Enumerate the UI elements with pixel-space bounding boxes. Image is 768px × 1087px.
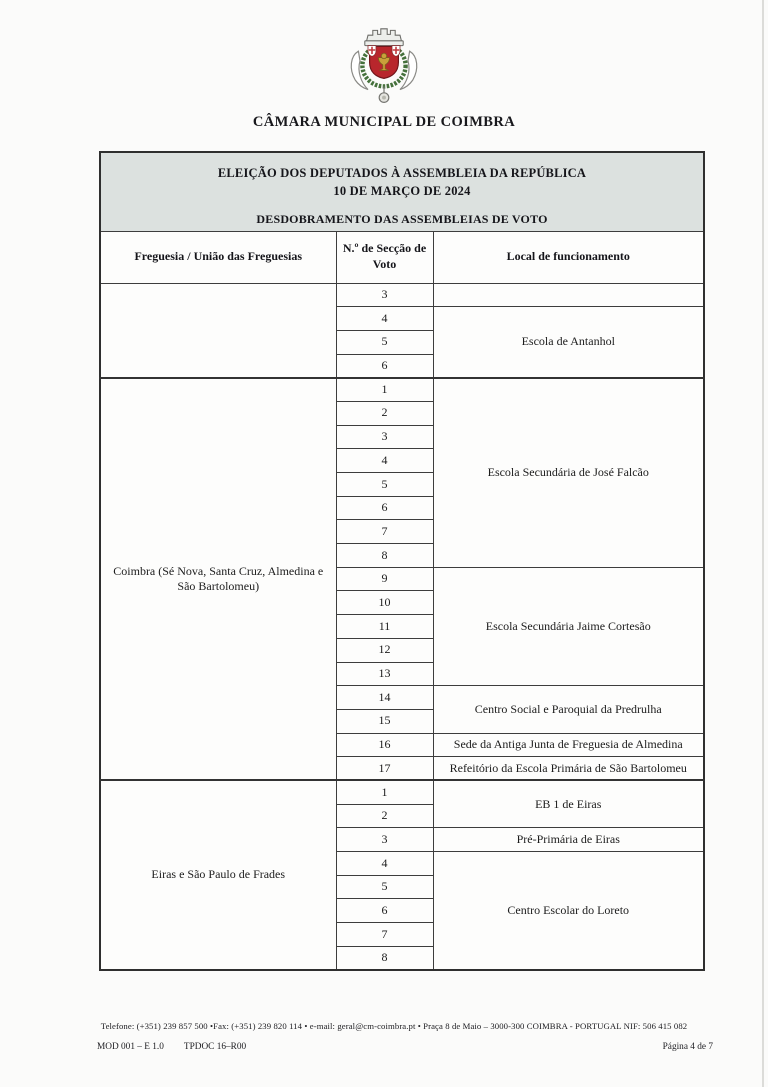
section-number-cell: 16 <box>335 732 434 758</box>
section-number-cell: 17 <box>335 756 434 781</box>
table-row: 6 <box>100 495 704 521</box>
local-cell: Escola Secundária de José Falcão <box>432 376 705 568</box>
table-row: 5 <box>100 472 704 497</box>
scan-page-edge <box>762 0 764 1087</box>
section-number-cell: 6 <box>335 353 434 379</box>
section-number-cell: 6 <box>335 898 434 924</box>
section-number-cell: 15 <box>335 708 434 734</box>
section-number-cell: 4 <box>335 306 434 331</box>
column-header-local: Local de funcionamento <box>432 230 705 284</box>
column-header-row: Freguesia / União das Freguesias N.º de … <box>99 230 705 284</box>
local-cell: EB 1 de Eiras <box>432 779 705 829</box>
page-title: CÂMARA MUNICIPAL DE COIMBRA <box>252 114 516 130</box>
table-row: 17 Refeitório da Escola Primária de São B… <box>100 756 705 781</box>
section-number-cell: 14 <box>335 685 434 710</box>
voting-table-body: 3 4 Escola de Antanhol 5 6 Coimbra (Sé Nova, … <box>99 282 705 971</box>
local-cell: Refeitório da Escola Primária de São Bar… <box>432 756 705 781</box>
footer-document-codes: MOD 001 – E 1.0 TPDOC 16–R00 <box>97 1042 246 1052</box>
section-number-cell: 5 <box>335 472 434 497</box>
section-number-cell: 8 <box>335 945 434 971</box>
section-number-cell: 4 <box>335 448 434 473</box>
section-number-cell: 7 <box>335 922 434 947</box>
footer-tpdoc-code: TPDOC 16–R00 <box>183 1042 247 1052</box>
section-number-cell: 8 <box>335 543 434 568</box>
column-header-seccao: N.º de Secção de Voto <box>335 230 434 284</box>
table-row: 12 <box>100 637 704 663</box>
section-number-cell: 1 <box>335 779 434 805</box>
section-number-cell: 7 <box>335 519 434 545</box>
local-cell: Pré-Primária de Eiras <box>432 827 705 852</box>
logo-container <box>0 24 768 112</box>
coimbra-coat-of-arms-icon <box>350 28 418 104</box>
local-cell: Escola Secundária Jaime Cortesão <box>432 566 705 687</box>
footer-contact-line: Telefone: (+351) 239 857 500 •Fax: (+351… <box>100 1021 688 1031</box>
footer-page-number: Página 4 de 7 <box>662 1042 713 1052</box>
local-cell: Sede da Antiga Junta de Freguesia de Alm… <box>432 732 705 758</box>
footer-meta-row: MOD 001 – E 1.0 TPDOC 16–R00 Página 4 de … <box>97 1042 713 1052</box>
section-number-cell: 13 <box>335 661 434 687</box>
table-row: 15 <box>100 708 704 734</box>
local-cell: Centro Social e Paroquial da Predrulha <box>432 685 705 734</box>
section-number-cell: 3 <box>335 282 434 308</box>
election-title: ELEIÇÃO DOS DEPUTADOS À ASSEMBLEIA DA RE… <box>217 166 587 181</box>
local-cell: Centro Escolar do Loreto <box>432 850 705 971</box>
freguesia-cell <box>99 282 337 379</box>
local-cell <box>432 282 705 308</box>
section-number-cell: 3 <box>335 827 434 852</box>
table-row: 4 <box>100 448 704 473</box>
section-number-cell: 11 <box>335 614 434 639</box>
section-number-cell: 9 <box>335 566 434 592</box>
voting-table: ELEIÇÃO DOS DEPUTADOS À ASSEMBLEIA DA RE… <box>99 151 705 971</box>
table-subtitle: DESDOBRAMENTO DAS ASSEMBLEIAS DE VOTO <box>256 211 548 226</box>
table-row: 5 <box>100 329 704 355</box>
table-row: 4 Centro Escolar do Loreto <box>100 850 705 971</box>
section-number-cell: 10 <box>335 590 434 616</box>
table-row: 13 <box>100 661 704 687</box>
voting-table-container: ELEIÇÃO DOS DEPUTADOS À ASSEMBLEIA DA RE… <box>99 151 705 971</box>
freguesia-cell: Eiras e São Paulo de Frades <box>99 779 337 971</box>
table-row: 3 <box>99 282 705 379</box>
section-number-cell: 3 <box>335 424 434 450</box>
table-row: 2 <box>100 400 704 426</box>
section-number-cell: 5 <box>335 874 434 900</box>
column-header-freguesia: Freguesia / União das Freguesias <box>99 230 337 284</box>
freguesia-cell: Coimbra (Sé Nova, Santa Cruz, Almedina e… <box>99 376 337 781</box>
section-number-cell: 12 <box>335 637 434 663</box>
table-row: 11 <box>100 614 704 639</box>
table-row: 9 Escola Secundária Jaime Cortesão <box>100 566 705 687</box>
table-row: Coimbra (Sé Nova, Santa Cruz, Almedina e… <box>99 376 705 781</box>
table-title-band: ELEIÇÃO DOS DEPUTADOS À ASSEMBLEIA DA RE… <box>99 151 705 232</box>
local-cell: Escola de Antanhol <box>432 306 705 379</box>
footer-mod-code: MOD 001 – E 1.0 <box>97 1042 164 1052</box>
section-number-cell: 6 <box>335 495 434 521</box>
table-row: 4 Escola de Antanhol <box>100 306 705 379</box>
section-number-cell: 1 <box>335 376 434 402</box>
section-number-cell: 5 <box>335 329 434 355</box>
table-row: 14 Centro Social e Paroquial da Predrulha <box>100 685 705 734</box>
section-number-cell: 2 <box>335 803 434 829</box>
table-row: 8 <box>100 945 704 971</box>
election-date: 10 DE MARÇO DE 2024 <box>333 184 471 199</box>
table-row: 3 <box>100 424 704 450</box>
section-number-cell: 4 <box>335 851 434 876</box>
table-title-band-cell: ELEIÇÃO DOS DEPUTADOS À ASSEMBLEIA DA RE… <box>99 151 705 232</box>
table-row: Eiras e São Paulo de Frades 1 EB 1 de Eira… <box>99 779 705 971</box>
section-number-cell: 2 <box>335 400 434 426</box>
